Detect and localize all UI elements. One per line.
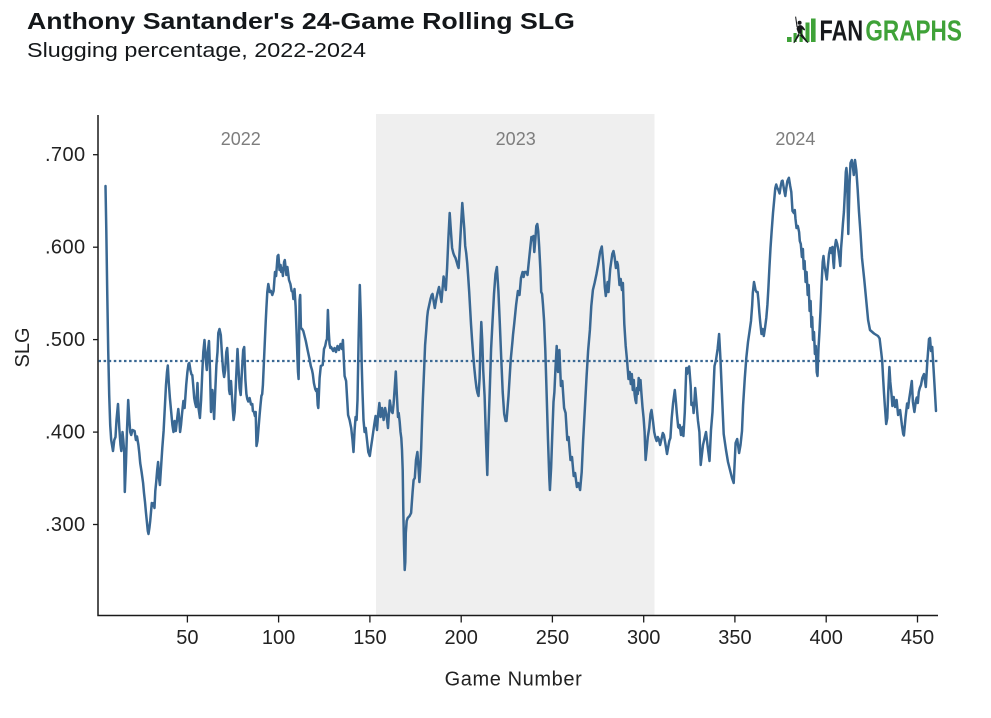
svg-text:450: 450 [901,627,934,649]
svg-text:150: 150 [353,627,386,649]
svg-text:.300: .300 [45,514,86,536]
svg-text:Game Number: Game Number [445,669,583,691]
svg-text:2022: 2022 [221,129,261,149]
svg-text:FAN: FAN [820,16,864,48]
svg-text:50: 50 [176,627,198,649]
svg-text:200: 200 [445,627,478,649]
svg-text:250: 250 [536,627,569,649]
svg-text:.600: .600 [45,237,86,259]
svg-text:350: 350 [718,627,751,649]
svg-text:2024: 2024 [775,129,815,149]
svg-text:.500: .500 [45,329,86,351]
svg-text:2023: 2023 [496,129,536,149]
svg-text:400: 400 [810,627,843,649]
svg-text:100: 100 [262,627,295,649]
svg-text:300: 300 [627,627,660,649]
svg-text:.700: .700 [45,144,86,166]
svg-text:.400: .400 [45,421,86,443]
svg-text:SLG: SLG [12,327,34,367]
svg-text:GRAPHS: GRAPHS [865,16,962,48]
